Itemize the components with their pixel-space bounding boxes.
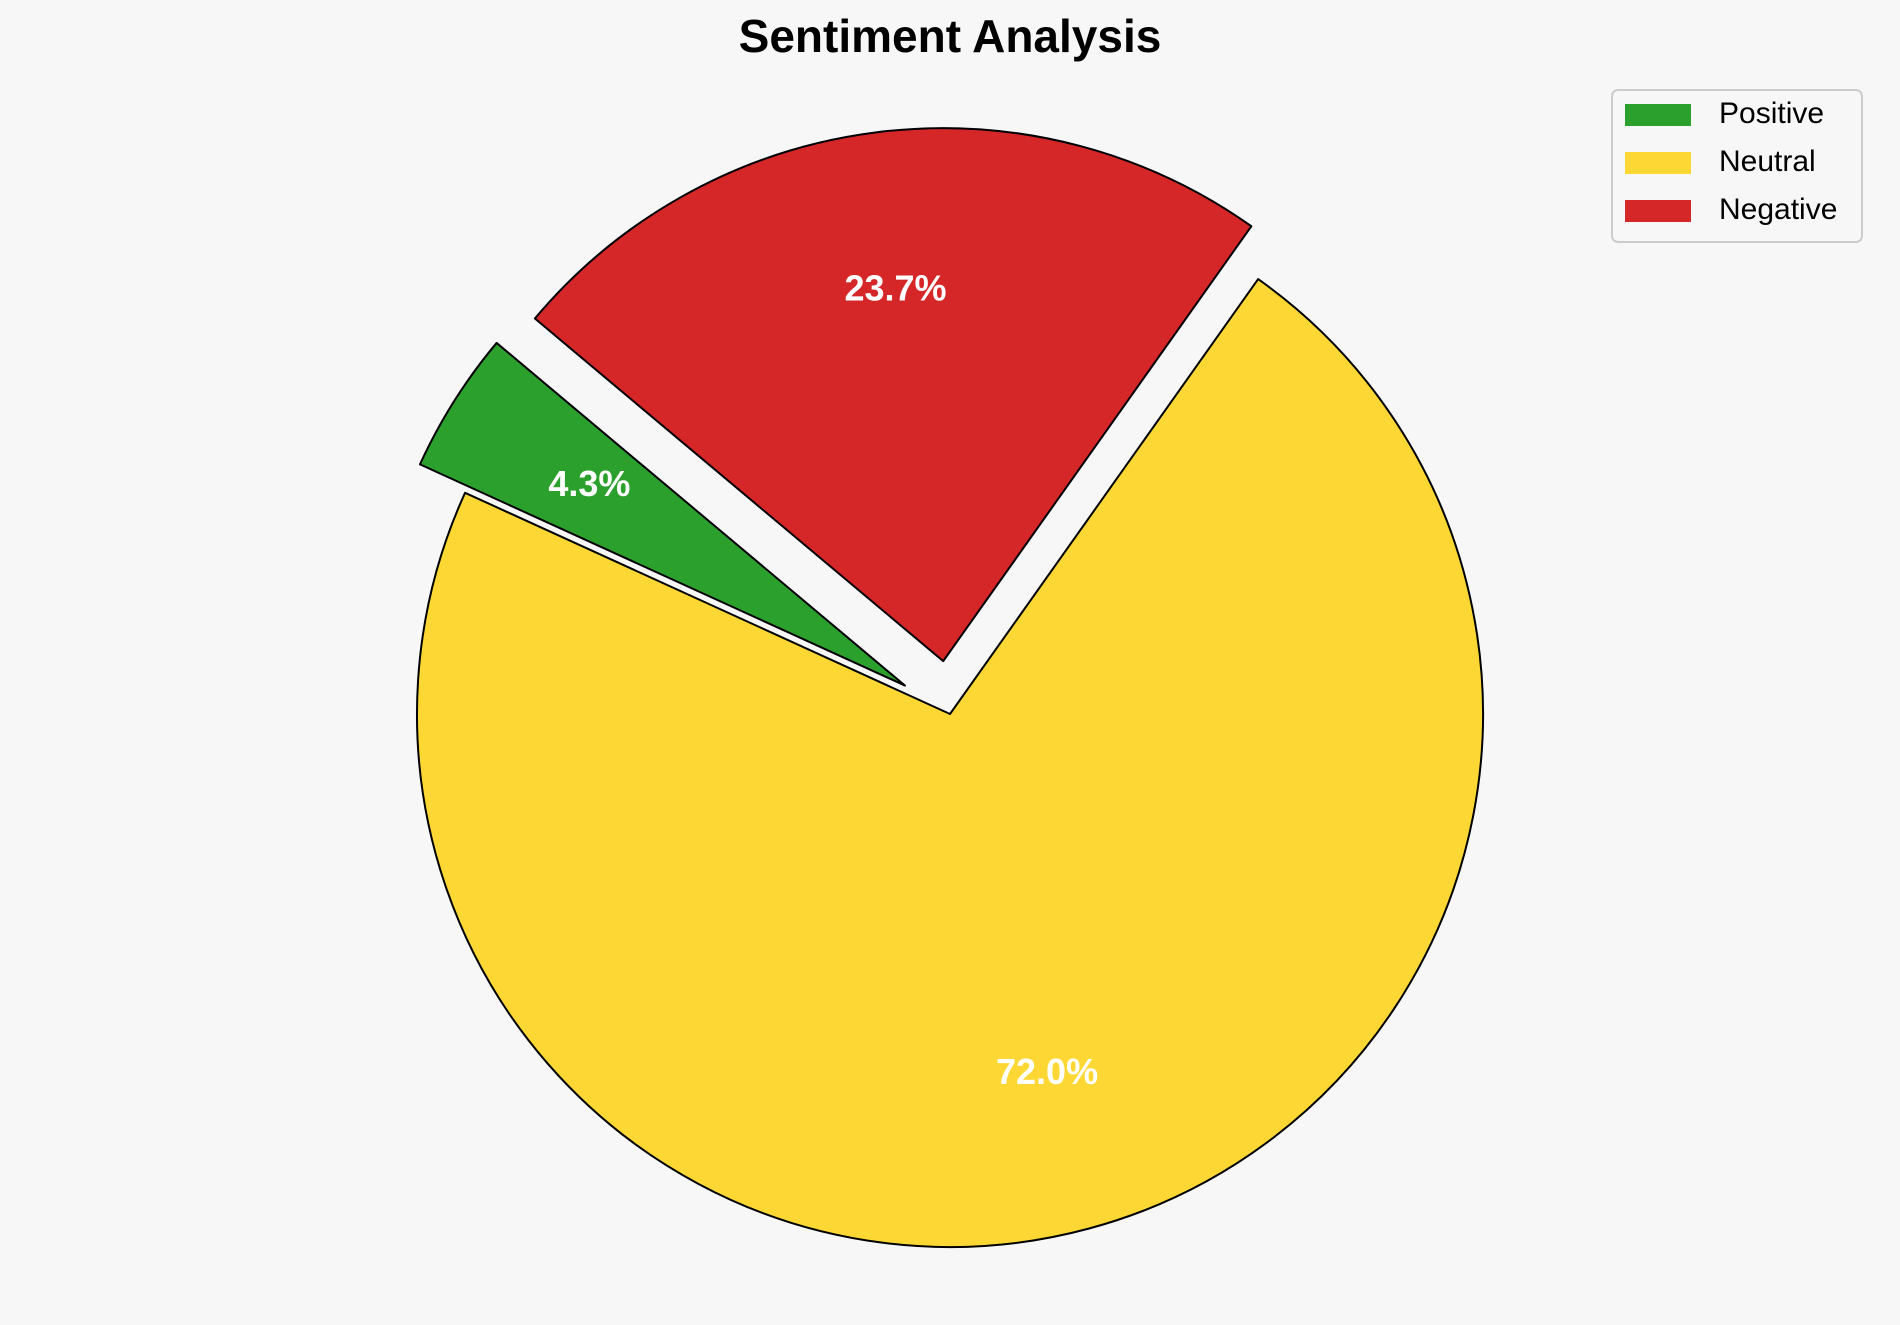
legend-swatch xyxy=(1625,152,1691,174)
legend-label: Positive xyxy=(1719,97,1824,130)
pie-slice xyxy=(416,278,1484,1248)
pie-slice xyxy=(533,127,1253,663)
legend-label: Neutral xyxy=(1719,145,1816,178)
legend: Positive Neutral Negative xyxy=(1611,89,1863,243)
slice-label: 23.7% xyxy=(844,268,946,309)
slice-label: 72.0% xyxy=(996,1051,1098,1092)
legend-swatch xyxy=(1625,200,1691,222)
slice-label: 4.3% xyxy=(548,463,630,504)
chart-title: Sentiment Analysis xyxy=(739,10,1162,62)
legend-swatch xyxy=(1625,104,1691,126)
legend-label: Negative xyxy=(1719,193,1837,226)
pie-slice xyxy=(418,341,906,687)
